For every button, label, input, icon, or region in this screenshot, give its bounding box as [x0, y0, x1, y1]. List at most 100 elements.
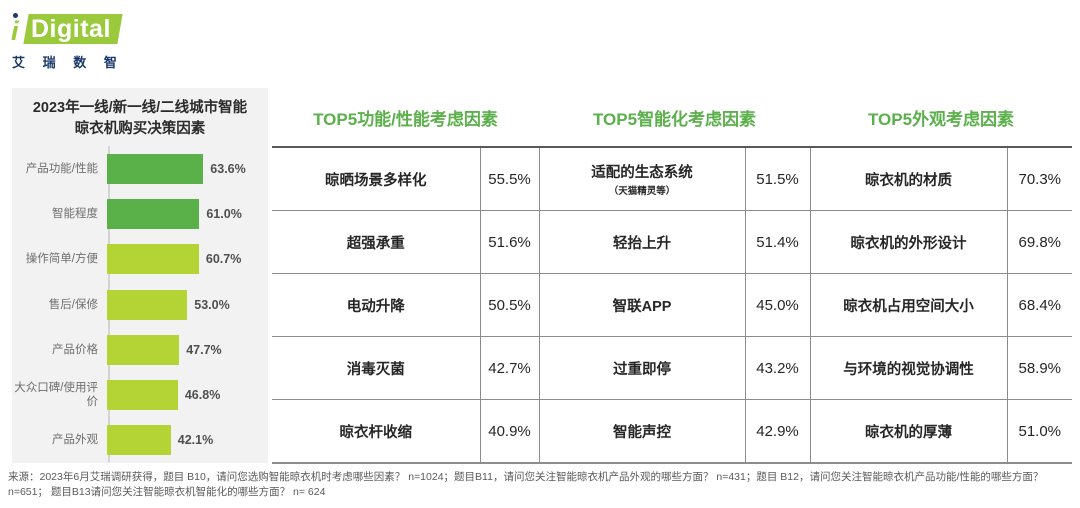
cell-smart-value: 45.0% [744, 273, 811, 337]
cell-appearance-label: 晾衣机占用空间大小 [809, 273, 1008, 337]
cell-smart-label: 智能声控 [538, 399, 746, 464]
chart-bar-wrap: 53.0% [107, 289, 268, 320]
table-row: 晾晒场景多样化 55.5% 适配的生态系统 （天猫精灵等） 51.5% 晾衣机的材质 70.… [272, 146, 1073, 211]
cell-text: 消毒灭菌 [346, 361, 405, 378]
source-footnote: 来源：2023年6月艾瑞调研获得，题目 B10，请问您选购智能晾衣机时考虑哪些因… [8, 471, 1044, 498]
cell-appearance-value: 58.9% [1006, 336, 1073, 400]
cell-text: 与环境的视觉协调性 [843, 361, 974, 378]
chart-bar-wrap: 60.7% [107, 244, 268, 275]
column-header-appearance: TOP5外观考虑因素 [810, 88, 1073, 148]
cell-text: 68.4% [1018, 296, 1062, 314]
brand-logo: i Digital 艾 瑞 数 智 [10, 12, 170, 70]
chart-bar-value: 46.8% [184, 388, 221, 402]
chart-bar [107, 289, 188, 320]
chart-bar-value: 47.7% [186, 342, 222, 357]
cell-text: 43.2% [756, 359, 799, 377]
chart-bar-label: 产品功能/性能 [25, 163, 98, 175]
cell-text: 晾衣机的厚薄 [865, 424, 953, 441]
chart-bar-row: 产品价格 47.7% [12, 329, 268, 371]
cell-appearance-value: 70.3% [1006, 146, 1073, 211]
cell-smart-label: 过重即停 [538, 336, 746, 400]
logo-letter-i: i [11, 16, 19, 46]
cell-text: 70.3% [1018, 170, 1062, 188]
table-row: 消毒灭菌 42.7% 过重即停 43.2% 与环境的视觉协调性 58.9% [272, 336, 1073, 400]
chart-plot-area: 产品功能/性能 63.6% 智能程度 61.0% 操作简单/方便 60.7% 售后/保修 53… [12, 146, 268, 462]
cell-smart-label: 轻抬上升 [538, 210, 746, 274]
cell-text: 轻抬上升 [613, 235, 672, 252]
chart-bar-wrap: 61.0% [107, 199, 268, 230]
chart-bar-label: 产品外观 [52, 434, 98, 447]
cell-text: 45.0% [756, 296, 799, 314]
cell-text: 69.8% [1018, 233, 1062, 251]
cell-text: 晾衣机占用空间大小 [843, 298, 974, 315]
cell-function-value: 40.9% [479, 399, 540, 464]
logo-i-dot [13, 13, 18, 18]
chart-bar-value: 42.1% [177, 433, 214, 448]
cell-smart-value: 51.5% [744, 146, 811, 211]
cell-function-label: 消毒灭菌 [272, 336, 481, 400]
chart-bar-row: 智能程度 61.0% [12, 193, 268, 235]
cell-text: 过重即停 [613, 361, 672, 378]
chart-bar-label: 操作简单/方便 [25, 253, 98, 266]
cell-appearance-value: 69.8% [1006, 210, 1073, 274]
chart-bar-label: 大众口碑/使用评价 [14, 382, 98, 408]
cell-text: 55.5% [488, 170, 531, 188]
chart-bar-value: 63.6% [210, 162, 246, 176]
cell-appearance-label: 与环境的视觉协调性 [809, 336, 1008, 400]
cell-appearance-value: 68.4% [1006, 273, 1073, 337]
chart-bar-row: 大众口碑/使用评价 46.8% [12, 374, 268, 416]
chart-bar-label: 智能程度 [52, 208, 98, 221]
cell-smart-label: 适配的生态系统 （天猫精灵等） [538, 146, 746, 211]
table-body: 晾晒场景多样化 55.5% 适配的生态系统 （天猫精灵等） 51.5% 晾衣机的材质 70.… [272, 146, 1073, 464]
chart-bar-wrap: 42.1% [107, 425, 268, 456]
column-header-function: TOP5功能/性能考虑因素 [272, 88, 540, 148]
chart-bar [107, 154, 204, 184]
cell-text: 超强承重 [346, 235, 405, 252]
cell-text: 智联APP [612, 298, 672, 315]
cell-text: 51.5% [756, 170, 799, 188]
cell-function-value: 50.5% [479, 273, 540, 337]
chart-bar-row: 产品功能/性能 63.6% [12, 148, 268, 190]
chart-bar-value: 61.0% [206, 207, 242, 222]
cell-smart-label: 智联APP [538, 273, 746, 337]
cell-appearance-value: 51.0% [1006, 399, 1073, 464]
cell-function-value: 51.6% [479, 210, 540, 274]
chart-bar [107, 380, 178, 410]
cell-function-label: 晾晒场景多样化 [272, 146, 481, 211]
cell-text: 适配的生态系统 [591, 165, 693, 181]
cell-appearance-label: 晾衣机的材质 [809, 146, 1008, 211]
cell-smart-value: 51.4% [744, 210, 811, 274]
cell-smart-value: 43.2% [744, 336, 811, 400]
cell-text: 51.4% [756, 233, 799, 251]
logo-wordmark: Digital [31, 15, 111, 43]
chart-title: 2023年一线/新一线/二线城市智能晾衣机购买决策因素 [32, 100, 248, 137]
cell-text: 晾衣机的材质 [865, 172, 953, 189]
cell-text: 51.0% [1018, 422, 1062, 440]
cell-appearance-label: 晾衣机的厚薄 [809, 399, 1008, 464]
top5-grid: TOP5功能/性能考虑因素 TOP5智能化考虑因素 TOP5外观考虑因素 晾晒场… [272, 88, 1073, 464]
cell-text: 晾晒场景多样化 [325, 172, 427, 189]
chart-bar-wrap: 46.8% [107, 380, 268, 410]
chart-bar-value: 60.7% [205, 252, 242, 267]
cell-function-value: 55.5% [479, 146, 540, 211]
cell-text: 50.5% [488, 296, 531, 314]
top5-tables: TOP5功能/性能考虑因素 TOP5智能化考虑因素 TOP5外观考虑因素 晾晒场… [272, 88, 1073, 465]
chart-bar-value: 53.0% [194, 297, 230, 312]
chart-bar-row: 操作简单/方便 60.7% [12, 238, 268, 280]
table-header-row: TOP5功能/性能考虑因素 TOP5智能化考虑因素 TOP5外观考虑因素 [272, 88, 1073, 148]
table-row: 晾衣杆收缩 40.9% 智能声控 42.9% 晾衣机的厚薄 51.0% [272, 399, 1073, 464]
cell-text: 42.9% [756, 422, 799, 440]
column-header-smart: TOP5智能化考虑因素 [539, 88, 811, 148]
bar-chart-panel: 2023年一线/新一线/二线城市智能晾衣机购买决策因素 产品功能/性能 63.6%… [12, 88, 268, 463]
chart-bar-label: 售后/保修 [48, 298, 98, 311]
table-row: 超强承重 51.6% 轻抬上升 51.4% 晾衣机的外形设计 69.8% [272, 210, 1073, 274]
cell-function-label: 晾衣杆收缩 [272, 399, 481, 464]
cell-smart-value: 42.9% [744, 399, 811, 464]
chart-bar-label: 产品价格 [52, 343, 98, 356]
cell-text: 58.9% [1018, 359, 1062, 377]
cell-text: 42.7% [488, 359, 531, 377]
cell-text: 智能声控 [613, 424, 672, 441]
cell-function-label: 超强承重 [272, 210, 481, 274]
chart-bar-row: 售后/保修 53.0% [12, 284, 268, 326]
cell-text: 晾衣机的外形设计 [850, 235, 967, 252]
